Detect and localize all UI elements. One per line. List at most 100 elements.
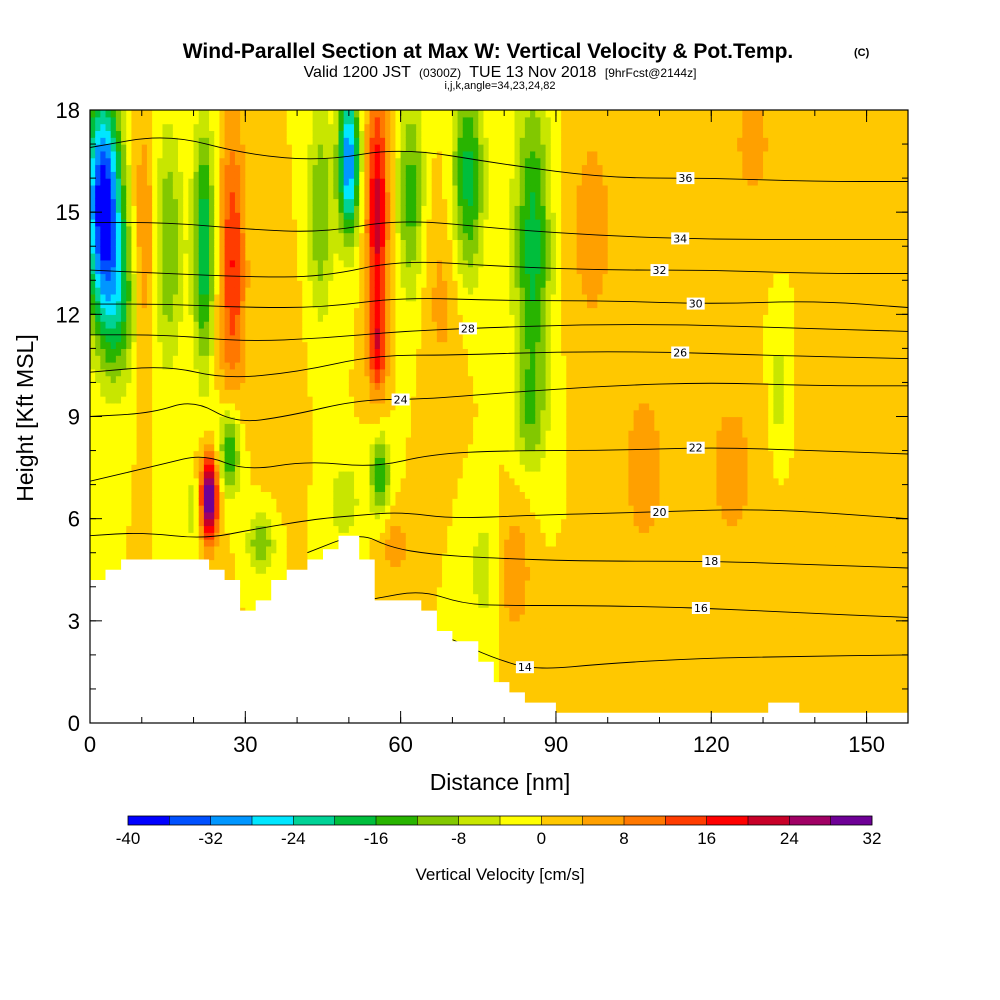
velocity-cell: [209, 293, 215, 302]
velocity-cell: [348, 212, 355, 220]
velocity-cell: [374, 539, 381, 547]
velocity-cell: [172, 539, 179, 547]
velocity-cell: [115, 266, 122, 275]
velocity-cell: [167, 396, 174, 404]
velocity-cell: [291, 266, 298, 275]
velocity-cell: [240, 443, 246, 452]
velocity-cell: [234, 280, 241, 288]
velocity-cell: [328, 287, 334, 295]
velocity-cell: [209, 491, 215, 499]
velocity-cell: [100, 464, 107, 472]
velocity-cell: [126, 491, 133, 499]
velocity-cell: [322, 396, 329, 404]
velocity-cell: [260, 430, 267, 438]
velocity-cell: [317, 423, 324, 431]
velocity-cell: [286, 150, 293, 159]
velocity-cell: [110, 171, 117, 179]
velocity-cell: [157, 464, 164, 472]
velocity-cell: [234, 314, 241, 322]
velocity-cell: [333, 300, 340, 309]
velocity-cell: [178, 552, 184, 561]
velocity-cell: [260, 259, 267, 268]
velocity-cell: [348, 409, 355, 418]
velocity-cell: [250, 593, 257, 601]
velocity-cell: [302, 341, 309, 349]
velocity-cell: [260, 498, 267, 506]
velocity-cell: [302, 246, 309, 254]
velocity-cell: [95, 573, 101, 581]
velocity-cell: [95, 341, 101, 349]
velocity-cell: [359, 171, 365, 179]
velocity-cell: [209, 130, 215, 138]
velocity-cell: [250, 518, 257, 527]
velocity-cell: [136, 157, 143, 166]
velocity-cell: [110, 150, 117, 159]
velocity-cell: [317, 511, 324, 520]
velocity-cell: [245, 130, 252, 138]
velocity-cell: [271, 287, 277, 295]
velocity-cell: [214, 157, 221, 166]
velocity-cell: [183, 253, 189, 261]
velocity-cell: [95, 307, 101, 315]
velocity-cell: [245, 116, 252, 125]
velocity-cell: [121, 470, 127, 479]
velocity-cell: [307, 293, 314, 302]
velocity-cell: [167, 430, 174, 438]
velocity-cell: [354, 436, 360, 445]
velocity-cell: [178, 184, 184, 193]
velocity-cell: [286, 130, 293, 138]
velocity-cell: [162, 157, 169, 166]
velocity-cell: [167, 144, 174, 152]
velocity-cell: [369, 389, 376, 397]
velocity-cell: [317, 184, 324, 193]
velocity-cell: [359, 436, 365, 445]
velocity-cell: [105, 259, 112, 268]
velocity-cell: [136, 137, 143, 145]
velocity-cell: [172, 396, 179, 404]
velocity-cell: [214, 266, 221, 275]
velocity-cell: [260, 191, 267, 200]
velocity-cell: [152, 144, 158, 152]
velocity-cell: [146, 259, 153, 268]
velocity-cell: [369, 205, 376, 213]
velocity-cell: [136, 341, 143, 349]
velocity-cell: [359, 287, 365, 295]
velocity-cell: [131, 157, 138, 166]
velocity-cell: [364, 505, 371, 513]
velocity-cell: [234, 423, 241, 431]
velocity-cell: [364, 171, 371, 179]
velocity-cell: [198, 457, 205, 465]
velocity-cell: [234, 144, 241, 152]
velocity-cell: [229, 191, 236, 200]
velocity-cell: [286, 348, 293, 356]
velocity-cell: [317, 484, 324, 493]
velocity-cell: [110, 368, 117, 377]
velocity-cell: [193, 157, 200, 166]
velocity-cell: [193, 116, 200, 125]
velocity-cell: [281, 178, 288, 186]
velocity-cell: [281, 402, 288, 411]
velocity-cell: [105, 287, 112, 295]
velocity-cell: [276, 123, 283, 132]
velocity-cell: [354, 150, 360, 159]
velocity-cell: [297, 532, 303, 540]
velocity-cell: [260, 321, 267, 329]
velocity-cell: [224, 566, 231, 574]
velocity-cell: [219, 232, 226, 241]
velocity-cell: [188, 293, 195, 302]
velocity-cell: [234, 307, 241, 315]
velocity-cell: [152, 484, 158, 493]
velocity-cell: [136, 511, 143, 520]
velocity-cell: [276, 430, 283, 438]
velocity-cell: [167, 253, 174, 261]
velocity-cell: [354, 157, 360, 166]
velocity-cell: [152, 239, 158, 247]
velocity-cell: [297, 293, 303, 302]
velocity-cell: [110, 389, 117, 397]
velocity-cell: [328, 491, 334, 499]
velocity-cell: [110, 164, 117, 172]
velocity-cell: [364, 443, 371, 452]
velocity-cell: [250, 457, 257, 465]
velocity-cell: [302, 253, 309, 261]
velocity-cell: [271, 559, 277, 567]
